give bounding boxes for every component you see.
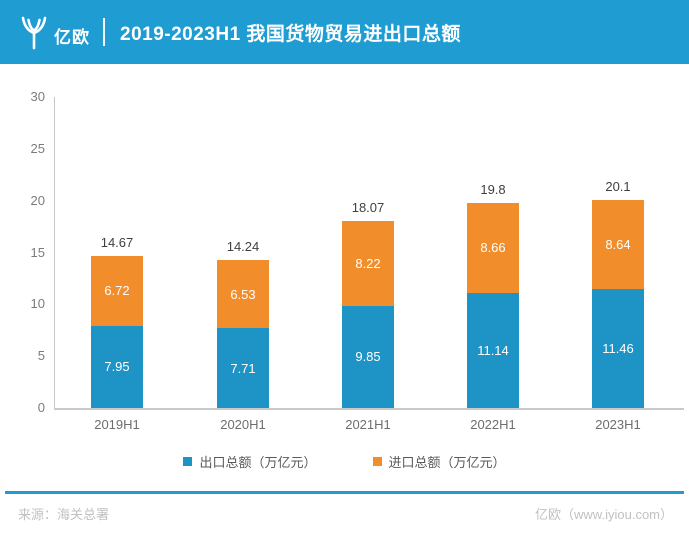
- y-axis-tick-label: 10: [30, 296, 45, 312]
- export-bar-segment: 11.14: [467, 292, 519, 408]
- import-bar-segment: 8.64: [592, 199, 644, 290]
- chart-legend: 出口总额（万亿元） 进口总额（万亿元）: [0, 452, 689, 471]
- source-note: 来源：海关总署: [18, 507, 110, 522]
- y-axis-tick-label: 5: [37, 348, 45, 364]
- total-data-label: 18.07: [351, 199, 385, 215]
- brand-link: 亿欧（www.iyiou.com）: [535, 507, 673, 522]
- export-bar-segment: 11.46: [592, 289, 644, 408]
- import-bar-segment: 6.72: [91, 255, 143, 326]
- footer: 来源：海关总署 亿欧（www.iyiou.com）: [18, 504, 673, 523]
- y-axis-tick-label: 30: [30, 89, 45, 104]
- x-axis-tick-label: 2020H1: [220, 417, 266, 432]
- y-axis-tick-label: 25: [30, 140, 45, 156]
- header-divider: [103, 18, 105, 46]
- footer-rule: [5, 491, 684, 494]
- legend-item: 进口总额（万亿元）: [372, 452, 506, 471]
- legend-swatch: [372, 457, 382, 466]
- legend-item: 出口总额（万亿元）: [183, 452, 317, 471]
- legend-label: 出口总额（万亿元）: [199, 455, 317, 470]
- x-axis-tick-label: 2023H1: [595, 417, 641, 432]
- stacked-bar-chart: 0 5 10 15 20 25 30 7.95 6.72 14.67 2019H1 7.71 6.53 1…: [0, 85, 689, 450]
- y-axis-tick-label: 20: [30, 192, 45, 208]
- export-bar-segment: 7.95: [91, 325, 143, 408]
- import-bar-segment: 8.66: [467, 202, 519, 293]
- eo-sprout-icon: [21, 16, 47, 50]
- total-data-label: 20.1: [605, 178, 631, 194]
- x-axis-tick-label: 2019H1: [94, 417, 140, 432]
- x-axis-tick-label: 2022H1: [470, 417, 516, 432]
- legend-label: 进口总额（万亿元）: [388, 455, 506, 470]
- brand-logo: 亿欧: [16, 13, 90, 51]
- total-data-label: 14.67: [100, 234, 134, 250]
- export-bar-segment: 7.71: [217, 328, 269, 408]
- y-axis-line: [54, 97, 55, 408]
- export-bar-segment: 9.85: [342, 305, 394, 408]
- x-axis-line: [54, 408, 684, 410]
- x-axis-tick-label: 2021H1: [345, 417, 391, 432]
- brand-name: 亿欧: [54, 28, 90, 47]
- y-axis-tick-label: 15: [30, 244, 45, 260]
- import-bar-segment: 8.22: [342, 220, 394, 306]
- total-data-label: 14.24: [226, 239, 260, 255]
- import-bar-segment: 6.53: [217, 260, 269, 329]
- page-title: 2019-2023H1 我国货物贸易进出口总额: [120, 23, 461, 45]
- header-bar: 亿欧 2019-2023H1 我国货物贸易进出口总额: [0, 0, 689, 64]
- total-data-label: 19.8: [480, 181, 506, 197]
- y-axis-tick-label: 0: [37, 400, 45, 415]
- legend-swatch: [183, 457, 193, 466]
